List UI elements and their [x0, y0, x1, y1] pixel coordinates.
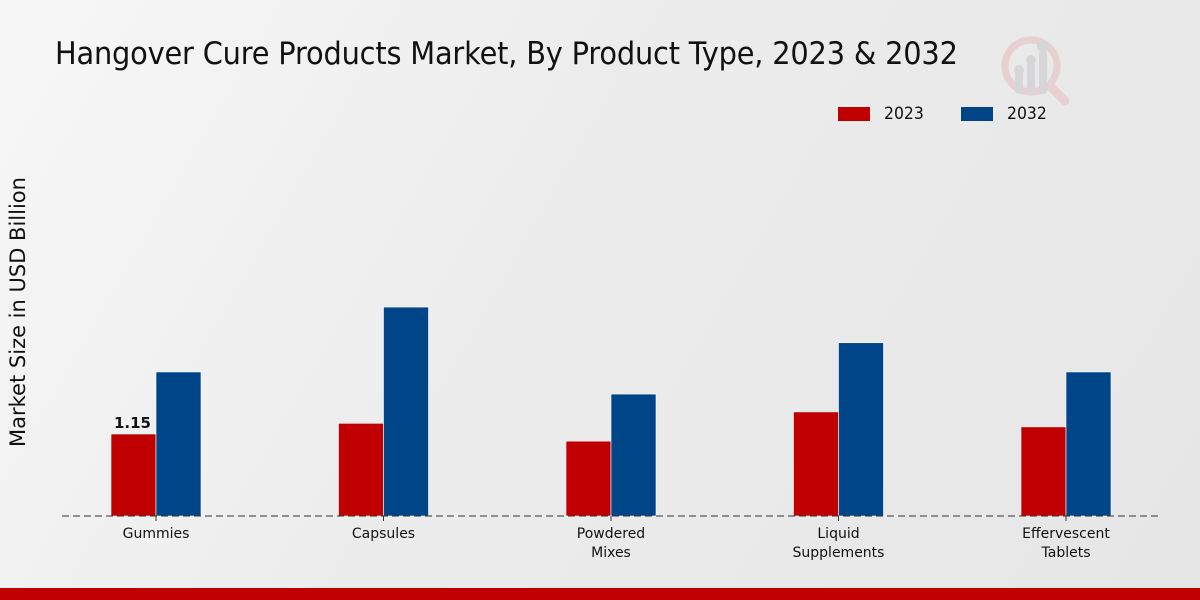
bar-2032-capsules[interactable]: [383, 306, 429, 517]
x-tick-label: Mixes: [591, 545, 631, 561]
legend: 2023 2032: [838, 104, 1085, 124]
bar-2023-powdered-mixes[interactable]: [565, 440, 612, 517]
legend-item-2032[interactable]: 2032: [961, 104, 1050, 124]
bar-2023-gummies[interactable]: [110, 433, 157, 517]
bar-2023-liquid-supplements[interactable]: [793, 411, 839, 517]
chart-title: Hangover Cure Products Market, By Produc…: [55, 36, 958, 72]
bar-2032-gummies[interactable]: [155, 371, 202, 517]
magnifier-chart-logo-icon: [1001, 36, 1070, 106]
legend-swatch-2023: [838, 107, 870, 121]
bar-2032-powdered-mixes[interactable]: [610, 393, 657, 517]
legend-label-2023: 2023: [884, 104, 924, 124]
x-tick-label: Powdered: [577, 526, 645, 542]
bar-2032-effervescent-tablets[interactable]: [1065, 371, 1112, 517]
x-tick-label: Effervescent: [1022, 526, 1110, 542]
x-tick-label: Liquid: [817, 526, 859, 542]
bar-2023-capsules[interactable]: [338, 423, 384, 517]
legend-item-2023[interactable]: 2023: [838, 104, 927, 124]
x-tick-label: Gummies: [123, 526, 190, 542]
bar-2023-effervescent-tablets[interactable]: [1020, 426, 1067, 517]
bottom-accent-bar: [0, 588, 1200, 600]
legend-swatch-2032: [961, 107, 994, 121]
legend-label-2032: 2032: [1007, 104, 1048, 124]
x-tick-label: Capsules: [352, 526, 415, 542]
data-label: 1.15: [114, 414, 151, 432]
x-tick-label: Supplements: [793, 545, 885, 561]
bar-2032-liquid-supplements[interactable]: [838, 342, 884, 517]
x-tick-label: Tablets: [1041, 545, 1091, 561]
